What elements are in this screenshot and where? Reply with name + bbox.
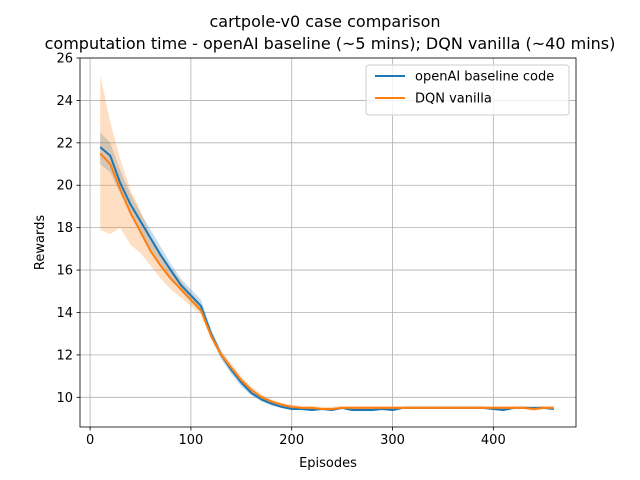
y-tick-label: 14: [56, 306, 73, 321]
legend-label-openai-baseline: openAI baseline code: [415, 70, 554, 85]
x-tick-label: 200: [279, 433, 304, 448]
y-tick-label: 10: [56, 391, 73, 406]
y-tick-label: 26: [56, 52, 73, 67]
confidence-bands: [100, 75, 554, 412]
y-tick-label: 24: [56, 94, 73, 109]
chart-title: cartpole-v0 case comparison: [209, 12, 440, 31]
plot-frame: [79, 57, 577, 428]
x-axis-label: Episodes: [299, 456, 357, 471]
series-lines: [99, 146, 554, 411]
x-tick-label: 400: [481, 433, 506, 448]
legend-label-dqn-vanilla: DQN vanilla: [415, 92, 492, 107]
x-tick-label: 300: [380, 433, 405, 448]
y-axis-label: Rewards: [33, 215, 48, 270]
y-tick-label: 16: [56, 264, 73, 279]
chart-subtitle: computation time - openAI baseline (~5 m…: [45, 34, 616, 53]
x-tick-label: 0: [86, 433, 94, 448]
x-tick-label: 100: [178, 433, 203, 448]
y-tick-label: 12: [56, 348, 73, 363]
axis-ticks: 0 100 200 300 400 10 12 14 16 18 20 22 24 26: [56, 52, 505, 449]
y-tick-label: 18: [56, 221, 73, 236]
y-tick-label: 20: [56, 179, 73, 194]
legend-box: [365, 64, 570, 116]
line-series-1: [99, 152, 554, 410]
legend: openAI baseline code DQN vanilla: [365, 64, 570, 116]
band-series-1: [100, 75, 554, 412]
y-tick-label: 22: [56, 136, 73, 151]
